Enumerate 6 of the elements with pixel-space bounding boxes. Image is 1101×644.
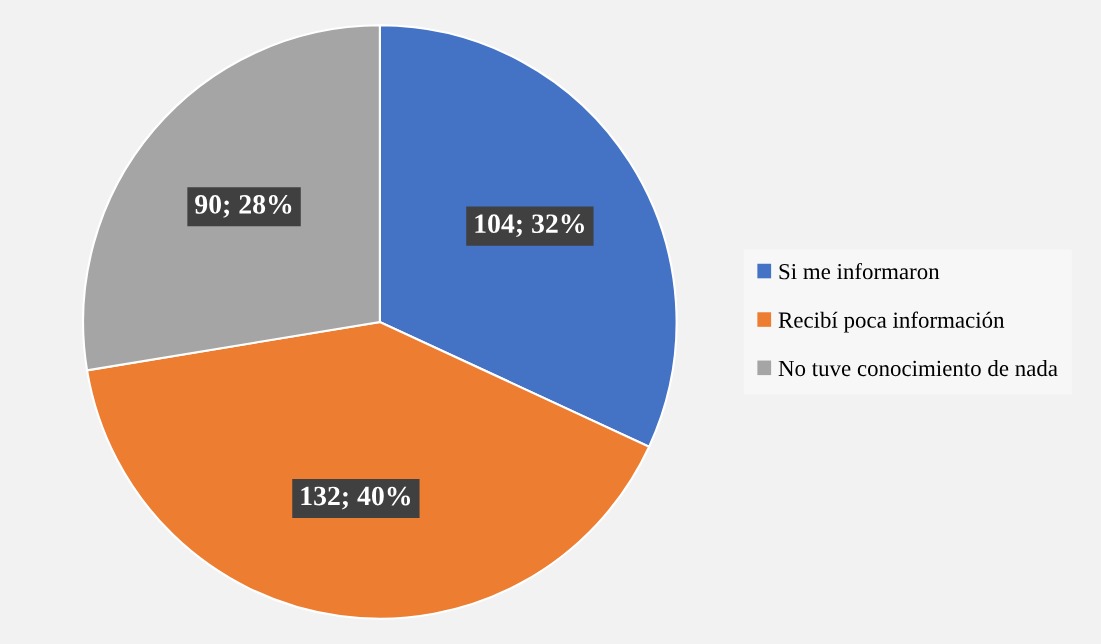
data-label: 90; 28% bbox=[195, 195, 292, 218]
legend-label: No tuve conocimiento de nada bbox=[778, 360, 1058, 377]
data-label: 132; 40% bbox=[301, 486, 410, 510]
data-label: 104; 32% bbox=[475, 214, 584, 238]
legend-label: Si me informaron bbox=[779, 262, 940, 280]
legend-label: Recibí poca información bbox=[778, 311, 1005, 333]
